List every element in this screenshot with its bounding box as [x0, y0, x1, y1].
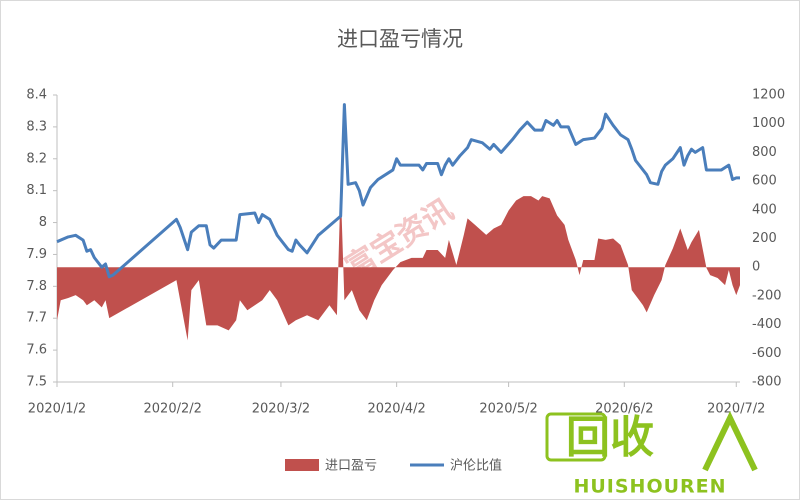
x-tick-label: 2020/5/2	[479, 402, 537, 417]
y-tick-label: 7.8	[26, 279, 47, 294]
logo-text: 回收	[566, 412, 654, 463]
logo-box	[545, 412, 607, 462]
plot-area: 8.4 8.3 8.2 8.1 8 7.9 7.8 7.7 7.6 7.5 1200 1000 800 6…	[26, 88, 785, 474]
area	[57, 185, 740, 341]
y2-tick-label: 600	[752, 174, 777, 189]
y-tick-label: 8.4	[26, 88, 47, 103]
y2-tick-label: -400	[752, 317, 782, 332]
y-tick-label: 8.1	[26, 183, 47, 198]
y-tick-label: 7.6	[26, 343, 47, 358]
y-tick-label: 8.3	[26, 119, 47, 134]
logo-icon	[702, 411, 758, 472]
x-tick-label: 2020/3/2	[252, 402, 310, 417]
chart-title: 进口盈亏情况	[337, 27, 463, 51]
x-tick-label: 2020/4/2	[367, 402, 425, 417]
y2-tick-label: 0	[752, 260, 760, 275]
y-tick-label: 7.5	[26, 375, 47, 390]
y-tick-label: 7.9	[26, 247, 47, 262]
x-tick-label: 2020/1/2	[28, 402, 86, 417]
legend-swatch	[285, 459, 319, 471]
legend-label: 沪伦比值	[450, 458, 502, 474]
y2-tick-label: -200	[752, 288, 782, 303]
x-tick-label: 2020/7/2	[707, 402, 765, 417]
legend-label: 进口盈亏	[325, 459, 377, 474]
line	[56, 103, 740, 279]
y2-tick-label: -600	[752, 346, 782, 361]
y-tick-label: 8	[39, 215, 47, 230]
y2-tick-label: 1000	[752, 116, 785, 131]
y2-tick-label: 400	[752, 202, 777, 217]
logo: 回收 HUISHOUREN	[545, 411, 758, 498]
y2-tick-label: 800	[752, 145, 777, 160]
y2-tick-label: -800	[752, 375, 782, 390]
x-tick-label: 2020/6/2	[595, 402, 653, 417]
x-tick-label: 2020/2/2	[144, 402, 202, 417]
y2-tick-label: 1200	[752, 88, 785, 103]
y2-tick-label: 200	[752, 231, 777, 246]
logo-subtext: HUISHOUREN	[573, 476, 726, 498]
y-tick-label: 7.7	[26, 311, 47, 326]
y-tick-label: 8.2	[26, 151, 47, 166]
